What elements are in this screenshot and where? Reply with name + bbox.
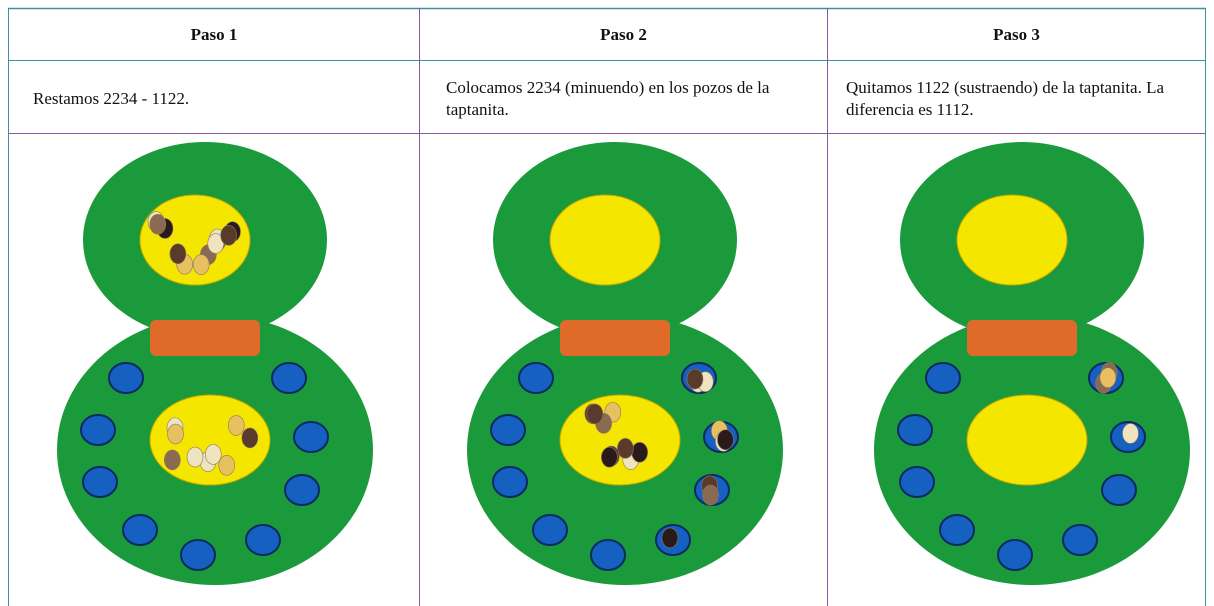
seed	[601, 446, 618, 468]
hole	[925, 362, 961, 394]
hole	[1062, 524, 1098, 556]
seed	[204, 444, 222, 465]
hole	[997, 539, 1033, 571]
seed	[1099, 367, 1117, 388]
hole	[108, 362, 144, 394]
hole	[1101, 474, 1137, 506]
hole	[492, 466, 528, 498]
seed	[149, 213, 167, 235]
hole	[532, 514, 568, 546]
seed	[586, 403, 604, 425]
top-pit	[956, 194, 1068, 286]
header-cell: Paso 1	[190, 25, 238, 44]
seed	[702, 484, 719, 506]
hole	[899, 466, 935, 498]
hole	[271, 362, 307, 394]
seed	[686, 368, 704, 390]
seed	[218, 455, 236, 476]
seed	[661, 527, 679, 549]
center-pit	[967, 320, 1077, 356]
hole	[939, 514, 975, 546]
hole	[897, 414, 933, 446]
hole	[293, 421, 329, 453]
hole	[490, 414, 526, 446]
seed	[617, 438, 634, 459]
seed	[1122, 423, 1139, 444]
top-pit	[549, 194, 661, 286]
seed	[192, 254, 210, 275]
header-cell: Paso 3	[993, 25, 1040, 44]
seed	[631, 441, 648, 463]
hole	[590, 539, 626, 571]
center-pit	[150, 320, 260, 356]
step-text: Restamos 2234 - 1122.	[33, 89, 190, 108]
hole	[180, 539, 216, 571]
top-pit	[139, 194, 251, 286]
hole	[284, 474, 320, 506]
hole	[80, 414, 116, 446]
hole	[245, 524, 281, 556]
step-text: Colocamos 2234 (minuendo) en los pozos d…	[446, 78, 770, 119]
seed	[186, 446, 204, 468]
hole	[518, 362, 554, 394]
seed	[167, 423, 184, 445]
step-text: Quitamos 1122 (sustraendo) de la taptani…	[846, 78, 1165, 119]
center-pit	[560, 320, 670, 356]
seed	[220, 225, 237, 246]
seed	[164, 449, 181, 471]
bottom-pit	[966, 394, 1088, 486]
hole	[82, 466, 118, 498]
seed	[227, 415, 245, 436]
header-cell: Paso 2	[600, 25, 647, 44]
seed	[169, 243, 187, 265]
hole	[122, 514, 158, 546]
seed	[717, 429, 734, 451]
seed	[241, 427, 259, 449]
